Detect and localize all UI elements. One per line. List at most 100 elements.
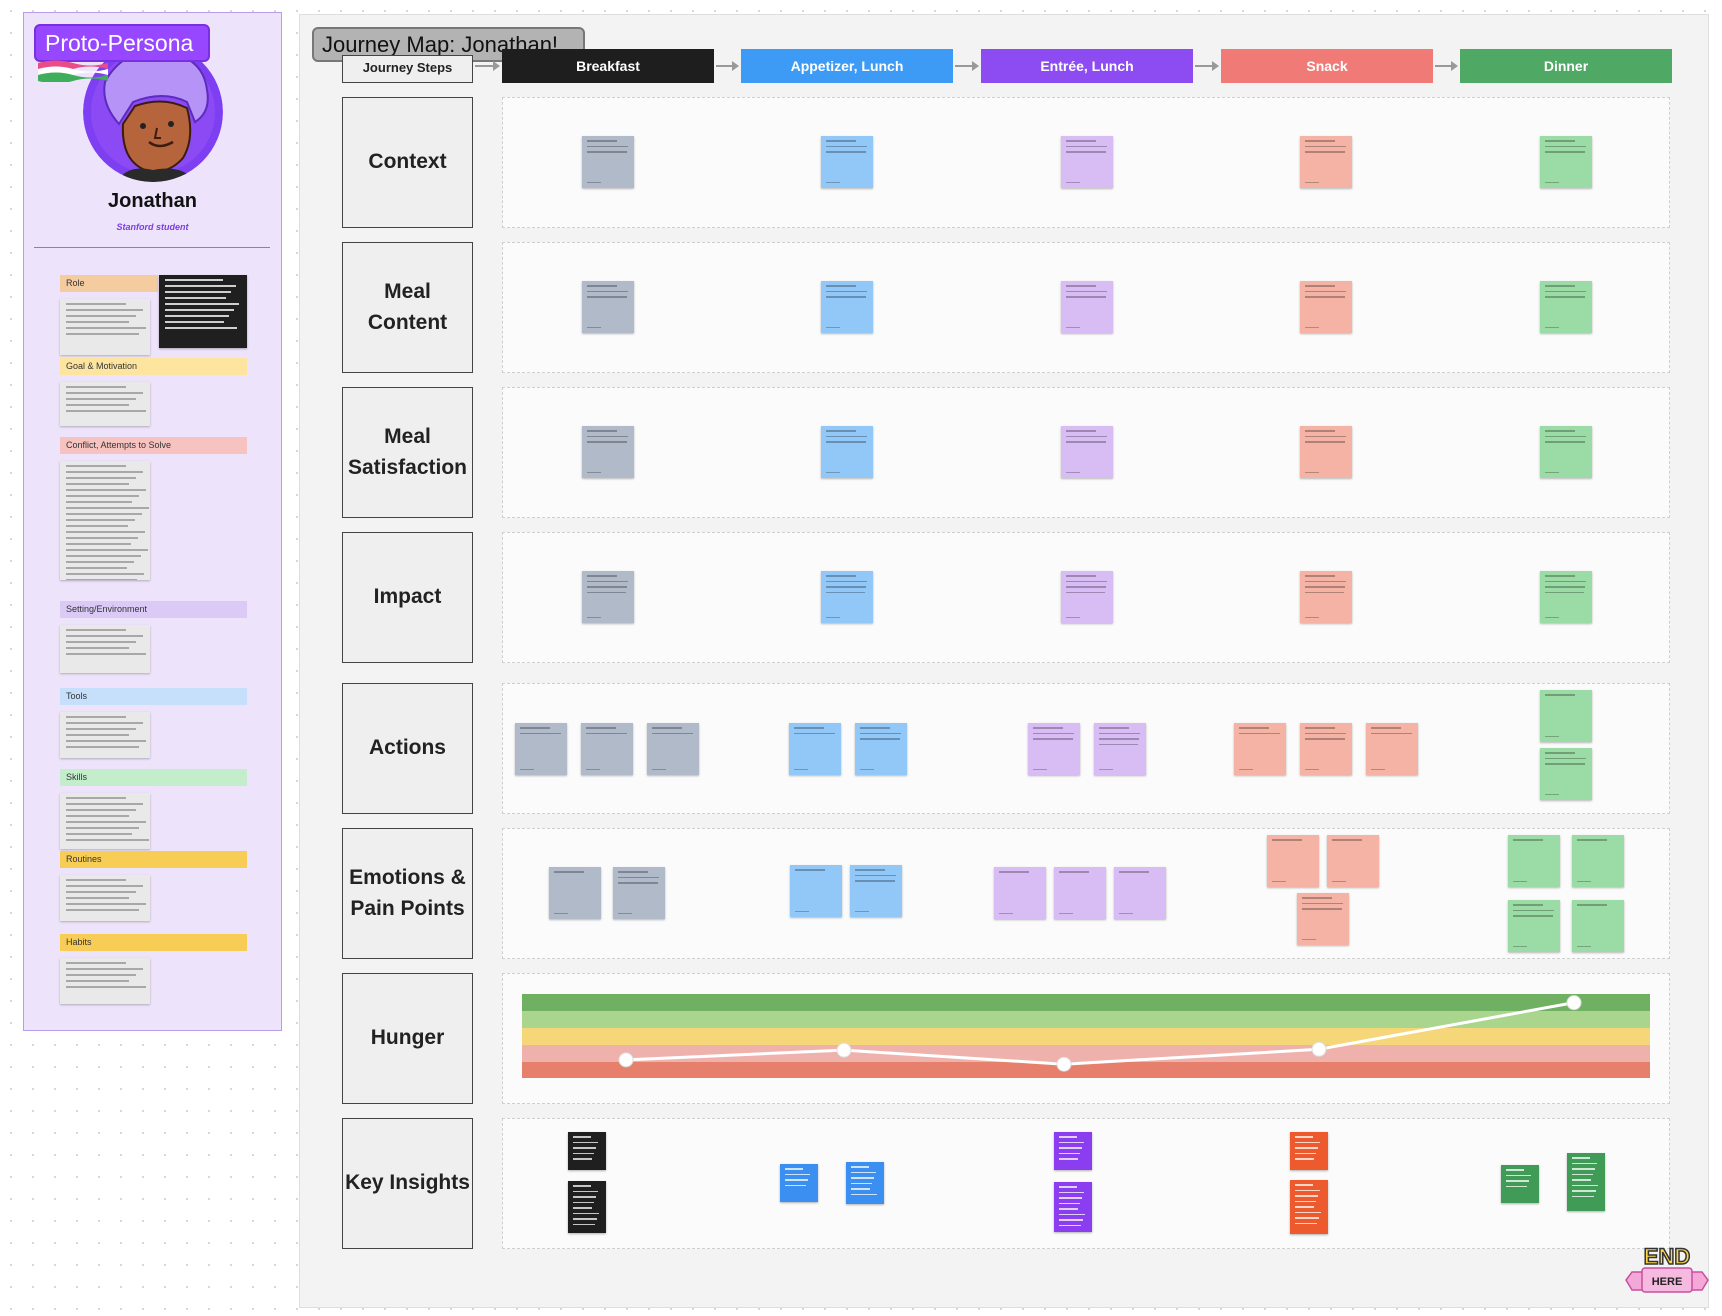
sticky-note[interactable] (1508, 835, 1560, 887)
sticky-note[interactable] (789, 723, 841, 775)
sticky-note[interactable] (1572, 900, 1624, 952)
row-label: Hunger (342, 973, 473, 1104)
sticky-note[interactable] (1300, 426, 1352, 478)
persona-subtitle: Stanford student (116, 222, 189, 232)
sticky-note[interactable] (1061, 571, 1113, 623)
sticky-note[interactable] (1540, 690, 1592, 742)
step-arrow-icon (955, 61, 979, 71)
journey-step: Entrée, Lunch (981, 49, 1193, 83)
sticky-note[interactable] (1094, 723, 1146, 775)
sticky-note[interactable] (790, 865, 842, 917)
hunger-point[interactable] (1311, 1041, 1327, 1057)
journey-step: Dinner (1460, 49, 1672, 83)
key-insight-note[interactable] (568, 1181, 606, 1233)
sticky-note[interactable] (821, 426, 873, 478)
persona-section-header: Goal & Motivation (60, 358, 247, 375)
row-label: Meal Satisfaction (342, 387, 473, 518)
sticky-note[interactable] (1540, 571, 1592, 623)
sticky-note[interactable] (1297, 893, 1349, 945)
sticky-note[interactable] (994, 867, 1046, 919)
end-here-badge: HERE END (1622, 1232, 1712, 1304)
sticky-note[interactable] (582, 426, 634, 478)
hunger-point[interactable] (1566, 995, 1582, 1011)
sticky-note[interactable] (855, 723, 907, 775)
sticky-note[interactable] (582, 136, 634, 188)
persona-section-note (60, 382, 150, 426)
row-label: Key Insights (342, 1118, 473, 1249)
sticky-note[interactable] (581, 723, 633, 775)
persona-section-note (60, 299, 150, 355)
sticky-note[interactable] (582, 571, 634, 623)
sticky-note[interactable] (821, 136, 873, 188)
sticky-note[interactable] (1540, 426, 1592, 478)
hunger-band (522, 1045, 1650, 1062)
sticky-note[interactable] (1540, 281, 1592, 333)
journey-step: Snack (1221, 49, 1433, 83)
sticky-note[interactable] (1114, 867, 1166, 919)
hunger-chart (522, 994, 1650, 1078)
sticky-note[interactable] (1267, 835, 1319, 887)
sticky-note[interactable] (1028, 723, 1080, 775)
sticky-note[interactable] (821, 281, 873, 333)
persona-section-note (60, 461, 150, 580)
sticky-note[interactable] (549, 867, 601, 919)
journey-step: Appetizer, Lunch (741, 49, 953, 83)
sticky-note[interactable] (1572, 835, 1624, 887)
sticky-note[interactable] (647, 723, 699, 775)
hunger-point[interactable] (1056, 1056, 1072, 1072)
key-insight-note[interactable] (1290, 1132, 1328, 1170)
step-arrow-icon (1195, 61, 1219, 71)
pride-flag-icon (38, 60, 108, 84)
row-label: Context (342, 97, 473, 228)
persona-divider (34, 247, 270, 248)
key-insight-note[interactable] (1290, 1180, 1328, 1234)
sticky-note[interactable] (1300, 571, 1352, 623)
key-insight-note[interactable] (780, 1164, 818, 1202)
sticky-note[interactable] (1366, 723, 1418, 775)
sticky-note[interactable] (1540, 136, 1592, 188)
sticky-note[interactable] (1054, 867, 1106, 919)
key-insight-note[interactable] (846, 1162, 884, 1204)
sticky-note[interactable] (850, 865, 902, 917)
key-insight-note[interactable] (568, 1132, 606, 1170)
sticky-note[interactable] (613, 867, 665, 919)
key-insight-note[interactable] (1501, 1165, 1539, 1203)
sticky-note[interactable] (1061, 136, 1113, 188)
sticky-note[interactable] (1508, 900, 1560, 952)
sticky-note[interactable] (1300, 723, 1352, 775)
hunger-point[interactable] (618, 1052, 634, 1068)
persona-section-note (60, 793, 150, 849)
sticky-note[interactable] (1061, 281, 1113, 333)
row-label: Meal Content (342, 242, 473, 373)
row-label: Emotions & Pain Points (342, 828, 473, 959)
step-arrow-icon (716, 61, 739, 71)
hunger-band (522, 994, 1650, 1011)
sticky-note[interactable] (515, 723, 567, 775)
sticky-note[interactable] (1061, 426, 1113, 478)
sticky-note[interactable] (1327, 835, 1379, 887)
persona-section-header: Routines (60, 851, 247, 868)
hunger-band (522, 1028, 1650, 1045)
hunger-point[interactable] (836, 1042, 852, 1058)
persona-section-header: Setting/Environment (60, 601, 247, 618)
key-insight-note[interactable] (1054, 1132, 1092, 1170)
persona-section-header: Tools (60, 688, 247, 705)
sticky-note[interactable] (1300, 281, 1352, 333)
persona-section-note (60, 958, 150, 1004)
badge-bottom-text: HERE (1652, 1276, 1683, 1288)
key-insight-note[interactable] (1054, 1182, 1092, 1232)
key-insight-note[interactable] (1567, 1153, 1605, 1211)
journey-step: Breakfast (502, 49, 714, 83)
persona-section-note (60, 875, 150, 921)
hunger-band (522, 1062, 1650, 1078)
role-highlight-note (159, 275, 247, 348)
sticky-note[interactable] (1300, 136, 1352, 188)
sticky-note[interactable] (1540, 748, 1592, 800)
sticky-note[interactable] (1234, 723, 1286, 775)
persona-name: Jonathan (108, 190, 197, 212)
step-arrow-icon (475, 61, 500, 71)
badge-top-text: END (1644, 1244, 1690, 1269)
row-label: Actions (342, 683, 473, 814)
sticky-note[interactable] (821, 571, 873, 623)
sticky-note[interactable] (582, 281, 634, 333)
